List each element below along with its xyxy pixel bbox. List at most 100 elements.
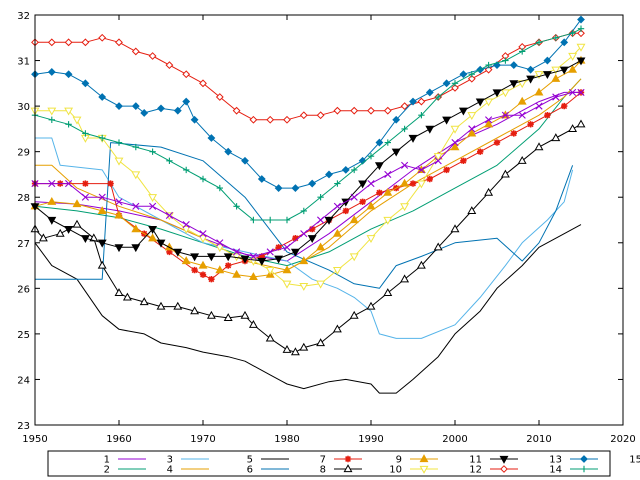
data-point-12-3 <box>81 38 90 47</box>
data-point-7-26 <box>493 139 501 146</box>
data-point-8-6 <box>114 288 124 296</box>
y-tick-label-31: 31 <box>17 57 30 68</box>
data-point-8-35 <box>568 124 578 132</box>
legend-entry-6: 6 <box>247 465 289 476</box>
data-point-15-14 <box>266 248 274 256</box>
data-point-8-32 <box>517 155 527 164</box>
legend-label-14: 14 <box>549 465 562 476</box>
data-point-7-15 <box>309 225 316 233</box>
x-tick-label-2000: 2000 <box>442 434 467 445</box>
data-point-13-17 <box>291 184 300 193</box>
data-point-8-3 <box>72 219 82 228</box>
series-line-15 <box>35 91 581 257</box>
y-tick-label-29: 29 <box>17 148 30 159</box>
data-point-13-18 <box>308 179 317 188</box>
data-point-8-9 <box>156 301 166 310</box>
data-point-9-2 <box>72 199 82 208</box>
data-point-8-14 <box>240 310 250 319</box>
data-point-14-2 <box>65 121 72 128</box>
legend-label-15: 15 <box>629 455 640 466</box>
legend-label-2: 2 <box>104 465 110 476</box>
data-point-13-9 <box>173 106 182 115</box>
data-point-12-13 <box>249 115 258 124</box>
data-point-9-18 <box>349 215 359 224</box>
data-point-11-10 <box>190 253 200 262</box>
data-point-13-5 <box>115 102 123 111</box>
data-point-13-32 <box>543 56 552 65</box>
data-point-12-18 <box>333 106 342 115</box>
legend-label-11: 11 <box>469 455 482 466</box>
axis-layer: 1950 1960 1970 1980 1990 2000 2010 2020 23 24 25 26… <box>17 11 635 445</box>
data-point-9-5 <box>131 224 141 233</box>
data-point-14-17 <box>317 194 324 201</box>
data-point-15-17 <box>317 216 325 224</box>
data-point-9-15 <box>299 256 309 265</box>
data-point-9-31 <box>568 64 578 73</box>
data-point-8-1 <box>38 233 48 242</box>
data-point-10-31 <box>534 71 544 80</box>
data-point-9-11 <box>232 269 242 278</box>
data-point-15-11 <box>216 239 224 247</box>
data-point-15-23 <box>417 166 425 174</box>
legend-entry-14: 14 <box>549 465 598 476</box>
data-point-11-18 <box>324 216 334 225</box>
data-point-13-1 <box>47 68 56 76</box>
data-point-10-1 <box>47 107 57 116</box>
data-point-11-9 <box>173 248 183 257</box>
data-point-13-22 <box>375 138 384 147</box>
series-13 <box>31 15 585 193</box>
series-line-3 <box>35 137 574 339</box>
data-point-7-8 <box>199 271 207 278</box>
series-line-14 <box>34 28 582 221</box>
data-point-13-15 <box>257 175 266 183</box>
data-point-14-26 <box>468 71 475 78</box>
legend-label-8: 8 <box>320 465 326 476</box>
data-point-15-13 <box>249 252 257 261</box>
data-point-14-24 <box>435 93 442 101</box>
data-point-14-31 <box>552 34 559 41</box>
data-point-15-12 <box>233 248 241 256</box>
data-point-10-10 <box>181 226 191 234</box>
data-point-15-6 <box>132 202 140 210</box>
data-point-7-21 <box>409 180 417 187</box>
data-point-10-2 <box>64 107 74 116</box>
data-point-12-10 <box>199 79 207 88</box>
data-point-15-21 <box>384 170 392 179</box>
data-point-9-16 <box>316 242 326 251</box>
data-point-8-2 <box>55 228 65 237</box>
data-point-14-28 <box>502 57 509 64</box>
legend-label-9: 9 <box>396 455 402 466</box>
data-point-13-13 <box>224 147 233 156</box>
data-point-12-22 <box>400 102 409 111</box>
data-point-15-7 <box>149 202 157 210</box>
data-point-12-9 <box>182 70 191 79</box>
data-point-10-24 <box>416 180 426 189</box>
data-point-11-3 <box>80 235 90 244</box>
legend-entry-3: 3 <box>167 455 209 466</box>
data-point-8-19 <box>299 342 309 351</box>
data-point-14-11 <box>216 184 223 192</box>
data-point-10-16 <box>282 280 292 289</box>
x-tick-label-2020: 2020 <box>610 434 635 445</box>
data-point-8-22 <box>349 310 359 319</box>
data-point-13-11 <box>190 115 199 124</box>
data-point-7-24 <box>460 157 467 164</box>
data-point-10-25 <box>433 153 443 162</box>
data-point-14-5 <box>115 139 123 146</box>
data-point-7-2 <box>82 180 89 187</box>
legend-entry-9: 9 <box>396 454 438 466</box>
data-point-13-34 <box>577 15 585 24</box>
data-point-13-19 <box>325 170 333 179</box>
data-point-12-23 <box>417 97 426 106</box>
data-point-9-19 <box>366 201 376 210</box>
data-point-8-18 <box>290 347 300 356</box>
data-point-8-16 <box>265 333 275 342</box>
data-point-14-33 <box>577 25 585 32</box>
legend-entry-4: 4 <box>167 465 209 476</box>
data-point-11-27 <box>475 98 485 107</box>
data-point-11-22 <box>391 148 401 157</box>
data-point-9-12 <box>248 272 258 281</box>
data-point-14-25 <box>451 80 459 87</box>
legend-label-5: 5 <box>247 455 253 466</box>
